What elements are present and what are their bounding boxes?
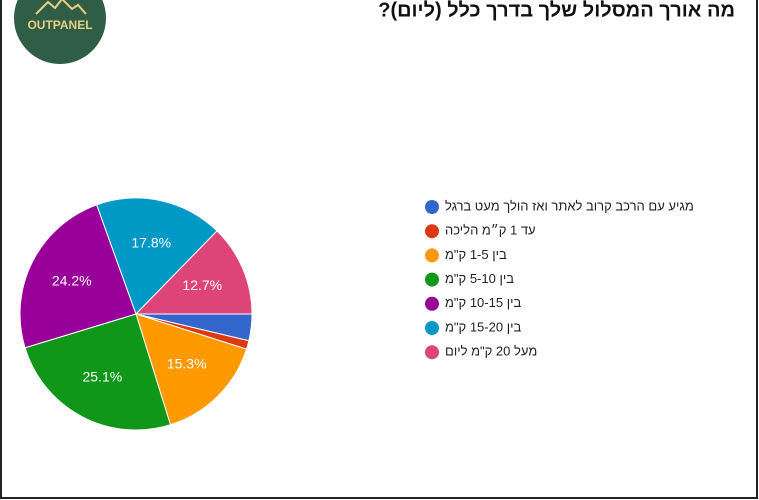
- legend-swatch: [425, 248, 439, 263]
- logo-text: OUTPANEL: [27, 18, 92, 32]
- legend-label: מעל 20 ק"מ ליום: [445, 344, 537, 359]
- pie-slice: [134, 230, 253, 315]
- legend-swatch: [425, 345, 439, 360]
- logo: OUTPANEL: [14, 0, 106, 64]
- slice-label: 17.8%: [131, 234, 171, 250]
- pie-slice: [96, 197, 218, 315]
- legend-swatch: [425, 321, 439, 335]
- legend-swatch: [425, 296, 439, 311]
- pie-slice: [135, 313, 248, 426]
- legend-swatch: [425, 200, 439, 214]
- slice-label: 24.2%: [52, 272, 92, 288]
- legend-label: עד 1 ק״מ הליכה: [445, 223, 536, 238]
- pie-slice: [19, 204, 137, 349]
- pie-slice: [24, 313, 172, 431]
- slice-label: 15.3%: [167, 356, 207, 372]
- logo-badge: [14, 0, 106, 64]
- legend-label: בין 15-20 ק"מ: [445, 319, 521, 334]
- legend-label: בין 1-5 ק"מ: [445, 247, 507, 262]
- legend-swatch: [425, 272, 439, 287]
- legend-label: בין 5-10 ק"מ: [445, 271, 514, 286]
- logo-mountains: [35, 0, 87, 15]
- legend-label: בין 10-15 ק"מ: [445, 295, 521, 310]
- legend-label: מגיע עם הרכב קרוב לאתר ואז הולך מעט ברגל: [445, 198, 694, 213]
- slice-label: 12.7%: [182, 277, 222, 293]
- slice-label: 25.1%: [82, 368, 122, 384]
- legend-swatch: [425, 224, 439, 239]
- chart-title: מה אורך המסלול שלך בדרך כלל (ליום)?: [378, 0, 735, 21]
